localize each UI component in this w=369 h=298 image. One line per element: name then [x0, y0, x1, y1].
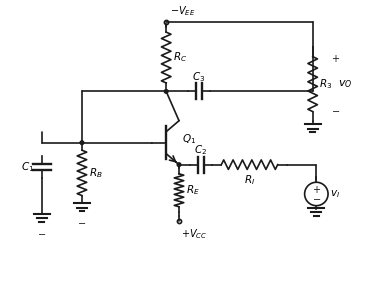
Text: $+$: $+$	[331, 53, 340, 64]
Text: $C_3$: $C_3$	[193, 70, 206, 84]
Circle shape	[80, 141, 84, 145]
Text: $-$: $-$	[77, 217, 86, 227]
Text: $v_I$: $v_I$	[330, 188, 340, 200]
Circle shape	[164, 90, 168, 93]
Text: $R_C$: $R_C$	[173, 51, 187, 64]
Text: $-$: $-$	[37, 228, 46, 238]
Text: $-$: $-$	[331, 105, 340, 115]
Text: $+V_{CC}$: $+V_{CC}$	[181, 227, 207, 241]
Text: $C_2$: $C_2$	[194, 144, 207, 157]
Text: $v_O$: $v_O$	[338, 78, 353, 90]
Text: $R_3$: $R_3$	[319, 77, 332, 91]
Text: $R_B$: $R_B$	[89, 166, 102, 180]
Text: $R_E$: $R_E$	[186, 183, 199, 197]
Circle shape	[177, 163, 181, 167]
Text: $-V_{EE}$: $-V_{EE}$	[170, 4, 195, 18]
Text: $+$: $+$	[312, 184, 321, 195]
Text: $-$: $-$	[312, 193, 321, 203]
Text: $Q_1$: $Q_1$	[182, 132, 196, 146]
Text: $R_I$: $R_I$	[244, 173, 255, 187]
Text: $C_1$: $C_1$	[21, 161, 34, 174]
